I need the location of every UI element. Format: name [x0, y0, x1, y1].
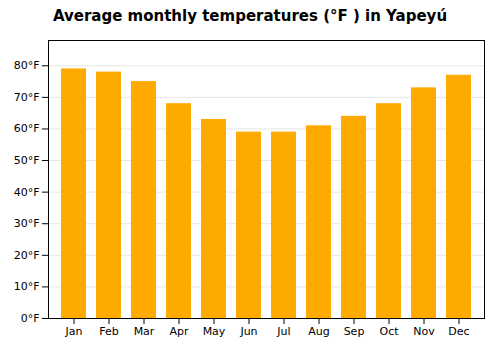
- svg-text:Sep: Sep: [344, 325, 365, 338]
- svg-text:Feb: Feb: [99, 325, 118, 338]
- svg-text:Nov: Nov: [413, 325, 435, 338]
- svg-text:May: May: [203, 325, 226, 338]
- svg-text:80°F: 80°F: [14, 59, 40, 72]
- svg-text:60°F: 60°F: [14, 122, 40, 135]
- svg-text:Mar: Mar: [134, 325, 155, 338]
- svg-text:50°F: 50°F: [14, 154, 40, 167]
- svg-text:0°F: 0°F: [21, 312, 40, 325]
- html-text:Average monthly temperatures (: Average monthly temperatures (°F ) in Ya…: [52, 7, 448, 25]
- svg-text:Jun: Jun: [239, 325, 257, 338]
- svg-text:Dec: Dec: [448, 325, 469, 338]
- svg-text:30°F: 30°F: [14, 217, 40, 230]
- svg-text:20°F: 20°F: [14, 249, 40, 262]
- svg-text:Jul: Jul: [276, 325, 290, 338]
- svg-text:40°F: 40°F: [14, 186, 40, 199]
- svg-text:Oct: Oct: [379, 325, 399, 338]
- svg-text:Jan: Jan: [65, 325, 83, 338]
- svg-text:Aug: Aug: [308, 325, 329, 338]
- svg-text:70°F: 70°F: [14, 91, 40, 104]
- svg-text:10°F: 10°F: [14, 280, 40, 293]
- svg-text:Apr: Apr: [169, 325, 189, 338]
